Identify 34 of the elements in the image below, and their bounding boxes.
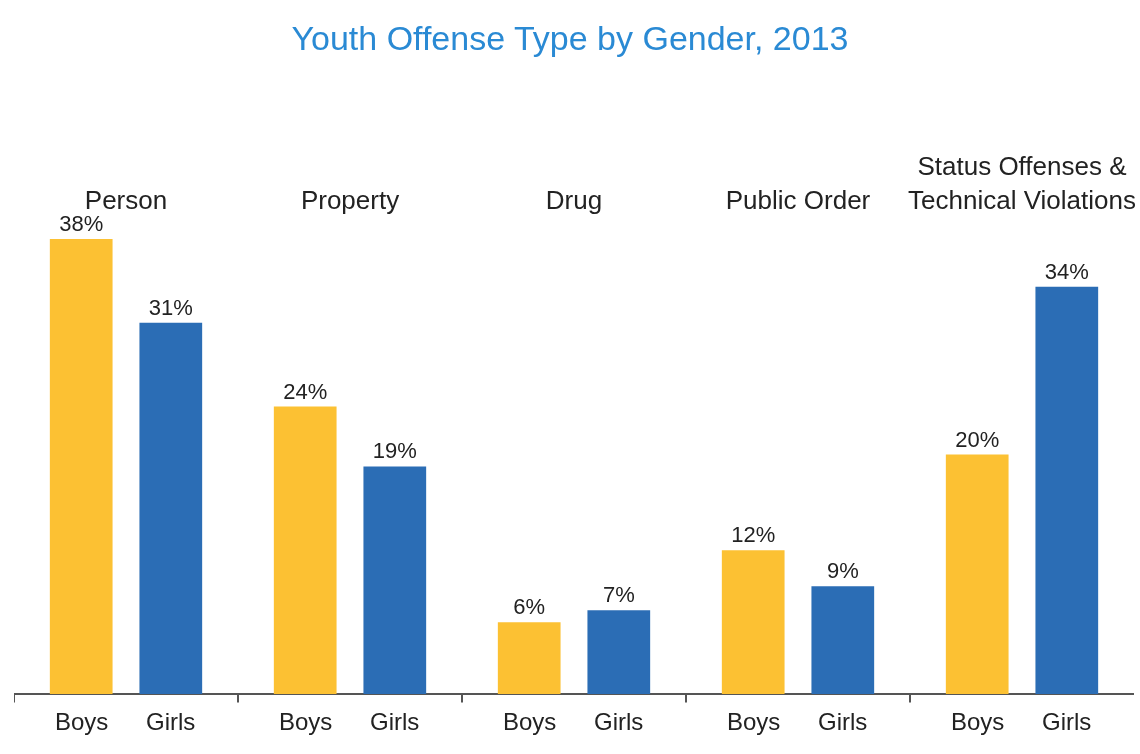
x-tick-label: Public Order	[725, 184, 871, 215]
data-label: 34%	[1044, 258, 1089, 284]
bar	[273, 406, 337, 694]
series-label: Boys	[55, 708, 109, 735]
bar	[49, 238, 113, 694]
x-tick-label: Property	[300, 184, 400, 215]
data-label: 20%	[955, 426, 1000, 452]
text: Girls	[818, 708, 868, 735]
text: Girls	[1042, 708, 1092, 735]
data-label: 24%	[283, 378, 328, 404]
text: Boys	[503, 708, 557, 735]
bar	[363, 466, 427, 694]
data-label: 12%	[731, 522, 776, 548]
x-tick-label: Drug	[545, 184, 603, 215]
bar	[497, 622, 561, 694]
bar	[587, 610, 651, 694]
x-tick-label: Status Offenses & Technical Violations	[908, 151, 1136, 215]
bar	[1035, 286, 1099, 694]
data-label: 7%	[602, 582, 635, 608]
text: Girls	[370, 708, 420, 735]
text: Boys	[727, 708, 781, 735]
text: Boys	[279, 708, 333, 735]
bar	[721, 550, 785, 694]
text: Girls	[594, 708, 644, 735]
data-label: 19%	[372, 438, 417, 464]
series-label: Girls	[146, 708, 196, 735]
text: Boys	[951, 708, 1005, 735]
bar	[945, 454, 1009, 694]
data-label: 31%	[148, 294, 193, 320]
data-label: 9%	[826, 558, 859, 584]
bar	[811, 586, 875, 694]
chart-title: Youth Offense Type by Gender, 2013	[291, 19, 849, 58]
data-label: 6%	[513, 594, 546, 620]
bar	[139, 322, 203, 694]
